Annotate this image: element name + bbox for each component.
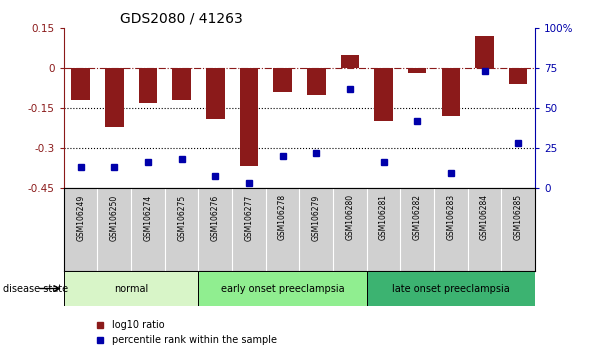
- Text: GSM106274: GSM106274: [143, 194, 153, 240]
- Text: GDS2080 / 41263: GDS2080 / 41263: [120, 12, 243, 26]
- Bar: [198, 271, 367, 306]
- Bar: [367, 271, 535, 306]
- Text: GSM106282: GSM106282: [413, 194, 422, 240]
- Bar: [375, 68, 393, 121]
- Text: GSM106284: GSM106284: [480, 194, 489, 240]
- Bar: [340, 55, 359, 68]
- Text: GSM106249: GSM106249: [76, 194, 85, 240]
- Text: normal: normal: [114, 284, 148, 293]
- Bar: [509, 68, 528, 84]
- Bar: [71, 68, 90, 100]
- Bar: [105, 68, 123, 127]
- Bar: [408, 68, 426, 74]
- Bar: [307, 68, 325, 95]
- Text: GSM106277: GSM106277: [244, 194, 254, 240]
- Text: GSM106250: GSM106250: [110, 194, 119, 240]
- Bar: [240, 68, 258, 166]
- Text: GSM106276: GSM106276: [211, 194, 220, 240]
- Bar: [139, 68, 157, 103]
- Text: GSM106283: GSM106283: [446, 194, 455, 240]
- Bar: [64, 271, 198, 306]
- Bar: [274, 68, 292, 92]
- Text: GSM106280: GSM106280: [345, 194, 354, 240]
- Text: GSM106278: GSM106278: [278, 194, 287, 240]
- Bar: [441, 68, 460, 116]
- Text: GSM106285: GSM106285: [514, 194, 523, 240]
- Text: GSM106275: GSM106275: [177, 194, 186, 240]
- Text: disease state: disease state: [3, 284, 68, 293]
- Text: GSM106279: GSM106279: [312, 194, 321, 240]
- Bar: [475, 36, 494, 68]
- Text: early onset preeclampsia: early onset preeclampsia: [221, 284, 344, 293]
- Legend: log10 ratio, percentile rank within the sample: log10 ratio, percentile rank within the …: [92, 316, 281, 349]
- Bar: [206, 68, 224, 119]
- Bar: [173, 68, 191, 100]
- Text: late onset preeclampsia: late onset preeclampsia: [392, 284, 510, 293]
- Text: GSM106281: GSM106281: [379, 194, 388, 240]
